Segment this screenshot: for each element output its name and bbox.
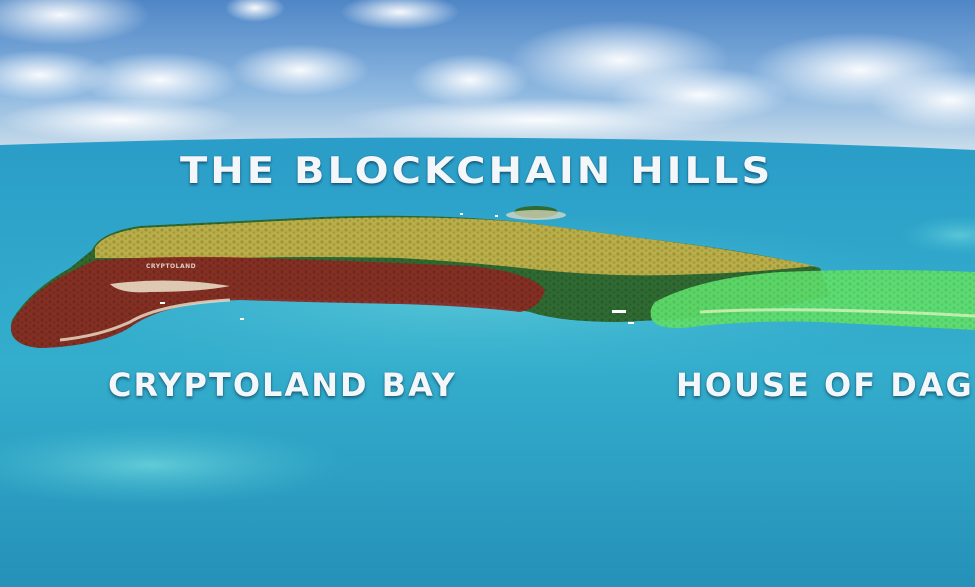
boats: [160, 213, 634, 324]
region-label-cryptoland-bay: CRYPTOLAND BAY: [108, 366, 457, 404]
bay-beach: [110, 280, 230, 293]
shallow-water-right: [900, 215, 975, 255]
cryptoland-sign: CRYPTOLAND: [146, 263, 197, 270]
shallow-water-left: [0, 425, 350, 505]
region-label-blockchain-hills: THE BLOCKCHAIN HILLS: [180, 150, 774, 193]
clouds: [0, 0, 975, 142]
region-label-house-of-dag: HOUSE OF DAG: [676, 366, 974, 404]
